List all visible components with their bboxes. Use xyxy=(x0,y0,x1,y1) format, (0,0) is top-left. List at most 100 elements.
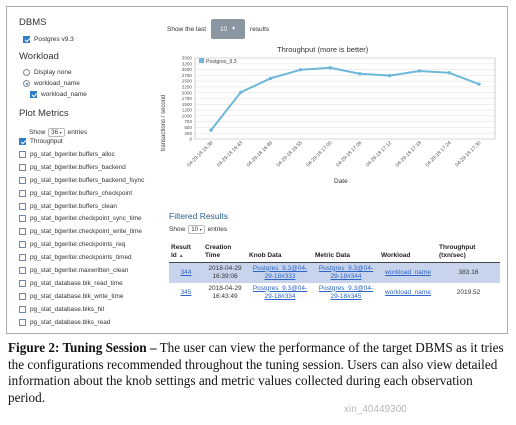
metric-label: pg_stat_bgwriter.buffers_alloc xyxy=(30,150,115,158)
column-header-workload[interactable]: Workload xyxy=(379,236,437,263)
metric-item[interactable]: pg_stat_bgwriter.buffers_checkpoint xyxy=(19,189,132,197)
dbms-option-label: Postgres v9.3 xyxy=(34,36,74,43)
metric-data-link[interactable]: Postgres_9.3@04-29-18#344 xyxy=(318,264,374,280)
y-axis-label: transactions / second xyxy=(161,95,167,152)
creation-time-cell: 2018-04-29 16:39:06 xyxy=(203,262,247,283)
x-tick-label: 04-29-18 16:55 xyxy=(276,140,304,168)
y-tick-label: 3000 xyxy=(182,67,193,72)
data-point[interactable] xyxy=(358,72,362,76)
metric-item[interactable]: pg_stat_bgwriter.buffers_clean xyxy=(19,202,117,210)
dbms-checkbox[interactable] xyxy=(23,36,30,43)
metric-item[interactable]: pg_stat_bgwriter.buffers_backend xyxy=(19,163,126,171)
result-id-link[interactable]: 344 xyxy=(180,268,192,276)
workload-cell: workload_name xyxy=(379,282,437,303)
metric-checkbox[interactable] xyxy=(19,176,26,184)
workload-option-label: workload_name xyxy=(34,80,80,87)
workload-sub-option[interactable]: workload_name xyxy=(30,91,87,98)
sidebar: DBMS Postgres v9.3 Workload Display none… xyxy=(7,7,167,333)
data-point[interactable] xyxy=(387,73,392,78)
metric-checkbox[interactable] xyxy=(19,228,26,236)
metric-label: pg_stat_database.blk_write_time xyxy=(30,292,124,300)
data-point[interactable] xyxy=(209,128,213,132)
metric-checkbox[interactable] xyxy=(19,202,26,210)
column-header-throughput[interactable]: Throughput (txn/sec) xyxy=(437,236,500,263)
show-last-label: Show the last xyxy=(167,25,207,33)
filtered-entries-select[interactable]: 10 ▾ xyxy=(188,225,205,234)
chevron-down-icon: ▾ xyxy=(199,227,202,232)
x-tick-label: 04-29-18 17:18 xyxy=(395,140,423,168)
workload-link[interactable]: workload_name xyxy=(385,288,431,296)
data-point[interactable] xyxy=(417,69,422,73)
metric-checkbox[interactable] xyxy=(19,267,26,274)
metric-item[interactable]: pg_stat_database.blk_read_time xyxy=(19,279,123,287)
metric-checkbox[interactable] xyxy=(19,189,26,197)
workload-link[interactable]: workload_name xyxy=(385,268,431,276)
show-label: Show xyxy=(169,226,186,233)
throughput-chart: 0250500750100012501500175020002250250027… xyxy=(161,56,496,168)
knob-data-cell: Postgres_9.3@04-29-18#333 xyxy=(247,262,313,283)
workload-sub-label: workload_name xyxy=(41,91,87,98)
data-point[interactable] xyxy=(239,90,243,94)
metric-checkbox[interactable] xyxy=(19,241,26,249)
y-tick-label: 1500 xyxy=(182,102,193,107)
dbms-option-postgres[interactable]: Postgres v9.3 xyxy=(23,36,74,43)
dbms-heading: DBMS xyxy=(19,17,47,28)
metric-item[interactable]: pg_stat_bgwriter.maxwritten_clean xyxy=(19,267,128,274)
workload-name-radio[interactable] xyxy=(23,80,30,87)
metric-data-link[interactable]: Postgres_9.3@04-29-18#345 xyxy=(318,284,374,300)
result-id-link[interactable]: 345 xyxy=(180,288,192,296)
column-header-metric-data[interactable]: Metric Data xyxy=(313,236,379,263)
results-limit-dropdown[interactable]: 10 ▼ xyxy=(211,19,246,39)
metric-item[interactable]: pg_stat_database.blks_read xyxy=(19,318,110,326)
metric-label: pg_stat_bgwriter.checkpoint_write_time xyxy=(30,228,142,236)
workload-sub-checkbox[interactable] xyxy=(30,91,37,98)
y-tick-label: 3500 xyxy=(182,56,193,61)
metric-checkbox[interactable] xyxy=(19,318,26,326)
chart-legend[interactable]: Postgres_9.3 xyxy=(199,58,237,65)
legend-swatch xyxy=(199,58,204,63)
column-header-knob-data[interactable]: Knob Data xyxy=(247,236,313,263)
data-point[interactable] xyxy=(298,68,303,72)
metric-label: pg_stat_database.blk_read_time xyxy=(30,279,123,287)
metric-checkbox[interactable] xyxy=(19,138,26,145)
workload-option-name[interactable]: workload_name xyxy=(23,80,80,87)
metric-label: pg_stat_bgwriter.checkpoints_timed xyxy=(30,254,132,262)
data-point[interactable] xyxy=(477,82,481,86)
workload-none-radio[interactable] xyxy=(23,69,30,76)
metric-item[interactable]: Throughput xyxy=(19,138,63,145)
knob-data-link[interactable]: Postgres_9.3@04-29-18#334 xyxy=(252,284,308,300)
metric-checkbox[interactable] xyxy=(19,215,26,223)
metric-checkbox[interactable] xyxy=(19,292,26,300)
y-tick-label: 1000 xyxy=(182,113,193,118)
data-point[interactable] xyxy=(268,76,273,81)
metric-checkbox[interactable] xyxy=(19,163,26,171)
workload-option-none[interactable]: Display none xyxy=(23,69,72,76)
metric-data-cell: Postgres_9.3@04-29-18#345 xyxy=(313,282,379,303)
data-point[interactable] xyxy=(447,71,451,75)
legend-label: Postgres_9.3 xyxy=(206,59,237,65)
metric-checkbox[interactable] xyxy=(19,305,26,313)
metric-item[interactable]: pg_stat_database.blks_hit xyxy=(19,305,104,313)
metric-item[interactable]: pg_stat_bgwriter.checkpoint_write_time xyxy=(19,228,142,236)
watermark: xin_40449300 xyxy=(344,404,407,415)
knob-data-cell: Postgres_9.3@04-29-18#334 xyxy=(247,282,313,303)
entries-label: entries xyxy=(67,129,88,136)
metric-item[interactable]: pg_stat_bgwriter.checkpoint_sync_time xyxy=(19,215,142,223)
metric-item[interactable]: pg_stat_database.blk_write_time xyxy=(19,292,124,300)
knob-data-link[interactable]: Postgres_9.3@04-29-18#333 xyxy=(252,264,308,280)
metric-checkbox[interactable] xyxy=(19,279,26,287)
metric-item[interactable]: pg_stat_bgwriter.checkpoints_req xyxy=(19,241,125,249)
data-point[interactable] xyxy=(328,66,332,70)
metric-checkbox[interactable] xyxy=(19,150,26,158)
caption-text: The user can view the performance of the… xyxy=(8,340,504,405)
metric-item[interactable]: pg_stat_bgwriter.checkpoints_timed xyxy=(19,254,132,262)
metric-item[interactable]: pg_stat_bgwriter.buffers_backend_fsync xyxy=(19,176,144,184)
metric-item[interactable]: pg_stat_bgwriter.buffers_alloc xyxy=(19,150,115,158)
y-tick-label: 2500 xyxy=(182,79,193,84)
metrics-entries-select[interactable]: 36 ▾ xyxy=(48,128,65,137)
sort-icon: ▲ xyxy=(178,252,184,259)
column-header-result-id[interactable]: Result Id ▲ xyxy=(169,236,203,263)
metric-checkbox[interactable] xyxy=(19,254,26,262)
result-id-cell: 344 xyxy=(169,262,203,283)
column-header-creation-time[interactable]: Creation Time xyxy=(203,236,247,263)
